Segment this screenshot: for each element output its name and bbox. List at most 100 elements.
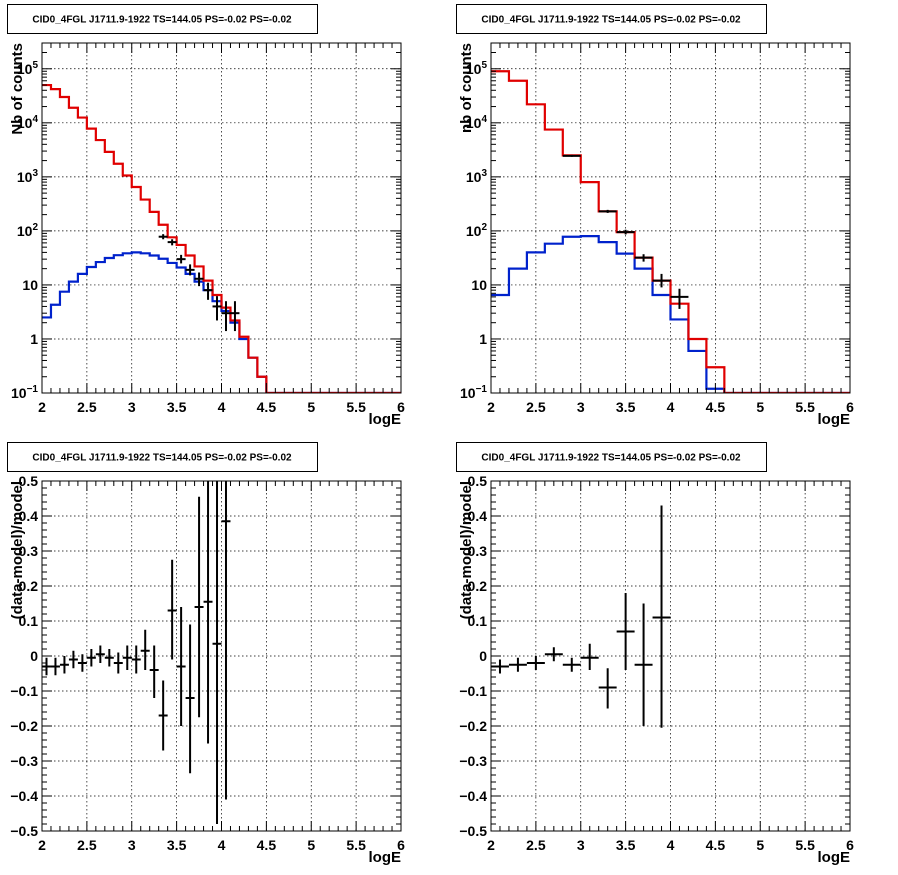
x-tick-label: 5.5 [795,399,815,415]
y-tick-label: −0.2 [459,718,487,734]
x-tick-label: 6 [846,399,854,415]
histogram-source-model [491,235,850,393]
data-point [634,254,653,262]
data-point [131,645,141,674]
y-tick-label: −0.5 [459,823,487,839]
data-point [508,657,527,672]
y-tick-label: 0.4 [19,508,39,524]
x-tick-label: 3.5 [167,837,187,853]
x-tick-label: 3.5 [167,399,187,415]
y-tick-label: −0.5 [10,823,38,839]
data-point [149,645,159,698]
data-point [652,273,671,288]
data-point [113,652,123,674]
x-tick-label: 5.5 [346,399,366,415]
x-tick-label: 2.5 [77,399,97,415]
y-axis-label: nb of counts [458,43,475,133]
data-point [616,229,635,235]
x-tick-label: 4 [667,837,675,853]
x-tick-label: 4 [218,837,226,853]
data-point [562,154,581,157]
y-axis-label: (data-model)/model [9,481,26,619]
data-point [95,645,105,663]
x-axis-label: logE [818,849,851,866]
x-tick-label: 4.5 [257,399,277,415]
data-point [59,656,69,674]
y-tick-label: −0.4 [459,788,487,804]
data-point [212,296,222,321]
y-axis-label: Nb of counts [9,43,26,135]
y-tick-label: 10−1 [460,384,487,401]
y-tick-label: −0.3 [10,753,38,769]
data-point [491,659,509,674]
y-tick-label: 0.3 [468,543,488,559]
data-point [167,559,177,660]
y-tick-label: 10−1 [11,384,38,401]
x-tick-label: 3 [128,837,136,853]
data-point [580,643,599,670]
x-tick-label: 5.5 [346,837,366,853]
x-tick-label: 4 [218,399,226,415]
data-point [634,603,653,726]
data-point [194,496,204,718]
chart-title: CID0_4FGL J1711.9-1922 TS=144.05 PS=-0.0… [481,15,741,26]
y-tick-label: 0.4 [468,508,488,524]
data-point [176,254,186,264]
data-point [140,629,150,670]
y-tick-label: 10 [471,277,487,293]
data-point [86,649,96,667]
title-box [7,4,318,34]
data-point [185,264,195,276]
data-point [526,656,545,670]
data-point [598,209,617,213]
data-point [104,649,114,667]
y-tick-label: 105 [17,60,39,77]
y-tick-label: 104 [17,114,39,131]
y-tick-label: −0.2 [10,718,38,734]
histogram-total-model [42,83,401,393]
plot-area [491,505,671,728]
x-tick-label: 6 [397,837,405,853]
y-tick-label: −0.3 [459,753,487,769]
y-tick-label: 0.2 [19,578,39,594]
y-tick-label: −0.1 [10,683,38,699]
data-point [598,668,617,709]
y-axis-label: (data-model)/model [458,481,475,619]
data-point [185,624,195,774]
data-point [221,301,231,332]
y-tick-label: 104 [466,114,488,131]
x-tick-label: 5.5 [795,837,815,853]
data-point [158,234,168,240]
y-tick-label: −0.1 [459,683,487,699]
x-tick-label: 3 [577,837,585,853]
data-point [203,481,213,744]
x-axis-label: logE [369,849,402,866]
data-point [42,657,51,676]
y-tick-label: 10 [22,277,38,293]
x-tick-label: 4.5 [706,837,726,853]
data-point [230,301,240,332]
data-point [68,650,78,669]
plot-area [42,83,401,393]
x-axis-label: logE [369,411,402,428]
panel-top-right: CID0_4FGL J1711.9-1922 TS=144.05 PS=-0.0… [456,4,854,428]
data-point [221,481,231,800]
x-tick-label: 2.5 [526,399,546,415]
data-point [212,481,222,824]
data-point [670,288,689,309]
y-tick-label: 1 [30,331,38,347]
x-tick-label: 3 [128,399,136,415]
data-point [616,593,635,670]
y-tick-label: 0 [479,648,487,664]
x-tick-label: 3.5 [616,837,636,853]
x-tick-label: 6 [846,837,854,853]
x-tick-label: 4 [667,399,675,415]
y-tick-label: 0.1 [19,613,39,629]
y-tick-label: 102 [17,222,39,239]
x-tick-label: 5 [307,837,315,853]
panel-bottom-left: CID0_4FGL J1711.9-1922 TS=144.05 PS=-0.0… [7,442,405,866]
title-box [456,4,767,34]
x-tick-label: 5 [307,399,315,415]
data-point [562,657,581,672]
